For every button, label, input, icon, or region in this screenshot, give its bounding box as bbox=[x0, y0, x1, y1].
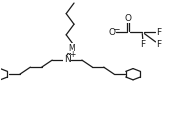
Text: −: − bbox=[112, 24, 120, 33]
Text: O: O bbox=[109, 28, 116, 37]
Text: F: F bbox=[140, 40, 146, 49]
Text: +: + bbox=[69, 50, 75, 59]
Text: O: O bbox=[125, 14, 132, 23]
Text: N: N bbox=[64, 55, 70, 64]
Text: F: F bbox=[156, 40, 161, 49]
Text: F: F bbox=[156, 28, 161, 37]
Text: M: M bbox=[68, 44, 75, 53]
